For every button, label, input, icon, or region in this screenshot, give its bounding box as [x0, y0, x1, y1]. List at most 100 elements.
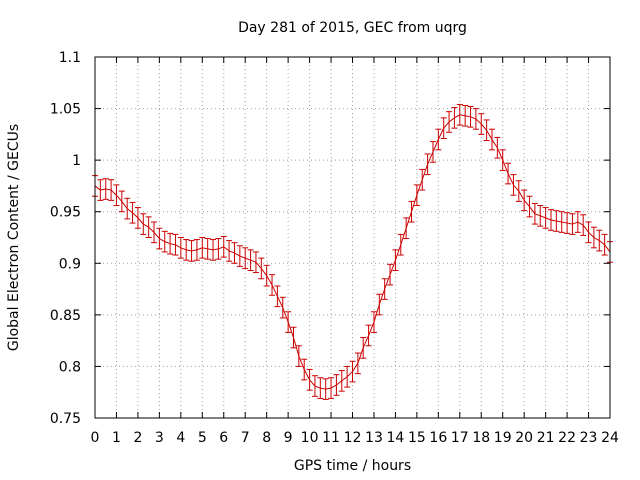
- data-point: [590, 226, 597, 249]
- data-point: [97, 179, 104, 201]
- data-point: [515, 180, 522, 202]
- data-point: [220, 235, 227, 258]
- x-tick-label: 10: [301, 430, 319, 446]
- data-point: [263, 264, 270, 287]
- data-point: [397, 233, 404, 256]
- x-axis-title: GPS time / hours: [294, 458, 411, 474]
- data-point: [252, 251, 259, 274]
- data-point: [349, 360, 356, 383]
- data-point: [365, 324, 372, 347]
- data-point: [505, 162, 512, 185]
- y-tick-label: 0.9: [59, 256, 81, 272]
- x-tick-label: 14: [387, 430, 405, 446]
- data-point: [370, 311, 377, 333]
- data-point: [510, 174, 517, 196]
- x-tick-label: 15: [408, 430, 426, 446]
- x-tick-label: 1: [112, 430, 121, 446]
- data-point: [381, 278, 388, 300]
- data-point: [311, 375, 318, 397]
- data-point: [472, 108, 479, 130]
- data-point: [521, 189, 528, 212]
- data-point: [193, 239, 200, 261]
- data-point: [188, 240, 195, 262]
- x-tick-label: 3: [155, 430, 164, 446]
- data-point: [328, 377, 335, 399]
- data-point: [167, 232, 174, 255]
- data-point: [456, 103, 463, 126]
- x-tick-label: 4: [176, 430, 185, 446]
- data-point: [446, 111, 453, 133]
- data-point: [467, 106, 474, 128]
- data-point: [183, 239, 190, 261]
- data-point: [360, 337, 367, 359]
- data-point: [301, 358, 308, 381]
- data-point: [210, 239, 217, 261]
- data-point: [435, 128, 442, 151]
- data-point: [199, 237, 206, 259]
- x-tick-label: 13: [365, 430, 383, 446]
- data-point: [601, 233, 608, 256]
- data-point: [306, 369, 313, 391]
- x-tick-label: 20: [515, 430, 533, 446]
- data-point: [129, 201, 136, 224]
- x-tick-label: 8: [262, 430, 271, 446]
- data-point: [585, 221, 592, 244]
- data-point: [537, 205, 544, 227]
- x-tick-label: 11: [322, 430, 340, 446]
- data-point: [333, 374, 340, 396]
- data-point: [151, 221, 158, 244]
- data-point: [134, 207, 141, 229]
- data-point: [413, 184, 420, 207]
- data-point: [451, 107, 458, 129]
- y-tick-label: 0.75: [50, 411, 81, 427]
- x-tick-label: 7: [241, 430, 250, 446]
- data-point: [215, 238, 222, 260]
- data-point: [569, 213, 576, 235]
- data-point: [231, 242, 238, 264]
- x-tick-label: 19: [494, 430, 512, 446]
- x-tick-label: 18: [472, 430, 490, 446]
- data-point: [295, 345, 302, 367]
- data-point: [258, 257, 265, 280]
- data-point: [531, 202, 538, 225]
- x-tick-label: 2: [133, 430, 142, 446]
- data-point: [113, 184, 120, 207]
- data-point: [156, 227, 163, 250]
- data-point: [118, 190, 125, 213]
- data-point: [172, 233, 179, 256]
- x-tick-label: 5: [198, 430, 207, 446]
- data-point: [403, 217, 410, 240]
- x-tick-label: 0: [91, 430, 100, 446]
- data-point: [177, 237, 184, 259]
- data-point: [140, 213, 147, 235]
- y-tick-label: 1.05: [50, 102, 81, 118]
- data-point: [419, 168, 426, 191]
- data-point: [274, 285, 281, 308]
- data-point: [376, 293, 383, 316]
- data-point: [124, 197, 131, 220]
- data-point: [226, 240, 233, 262]
- y-tick-label: 0.85: [50, 308, 81, 324]
- data-point: [526, 195, 533, 218]
- data-point: [161, 230, 168, 253]
- data-point: [236, 245, 243, 267]
- data-point: [494, 136, 501, 159]
- x-tick-label: 6: [219, 430, 228, 446]
- data-point: [242, 247, 249, 269]
- data-point: [145, 216, 152, 238]
- data-point: [290, 326, 297, 349]
- data-point: [542, 207, 549, 229]
- grid: [95, 57, 610, 418]
- x-tick-label: 12: [344, 430, 362, 446]
- y-tick-label: 0.8: [59, 359, 81, 375]
- data-point: [553, 210, 560, 232]
- y-axis-title: Global Electron Content / GECUs: [6, 124, 22, 351]
- y-tick-label: 0.95: [50, 205, 81, 221]
- data-point: [247, 249, 254, 272]
- x-tick-label: 9: [284, 430, 293, 446]
- data-point: [462, 104, 469, 127]
- data-point: [488, 128, 495, 151]
- data-point: [499, 149, 506, 171]
- data-point: [279, 296, 286, 319]
